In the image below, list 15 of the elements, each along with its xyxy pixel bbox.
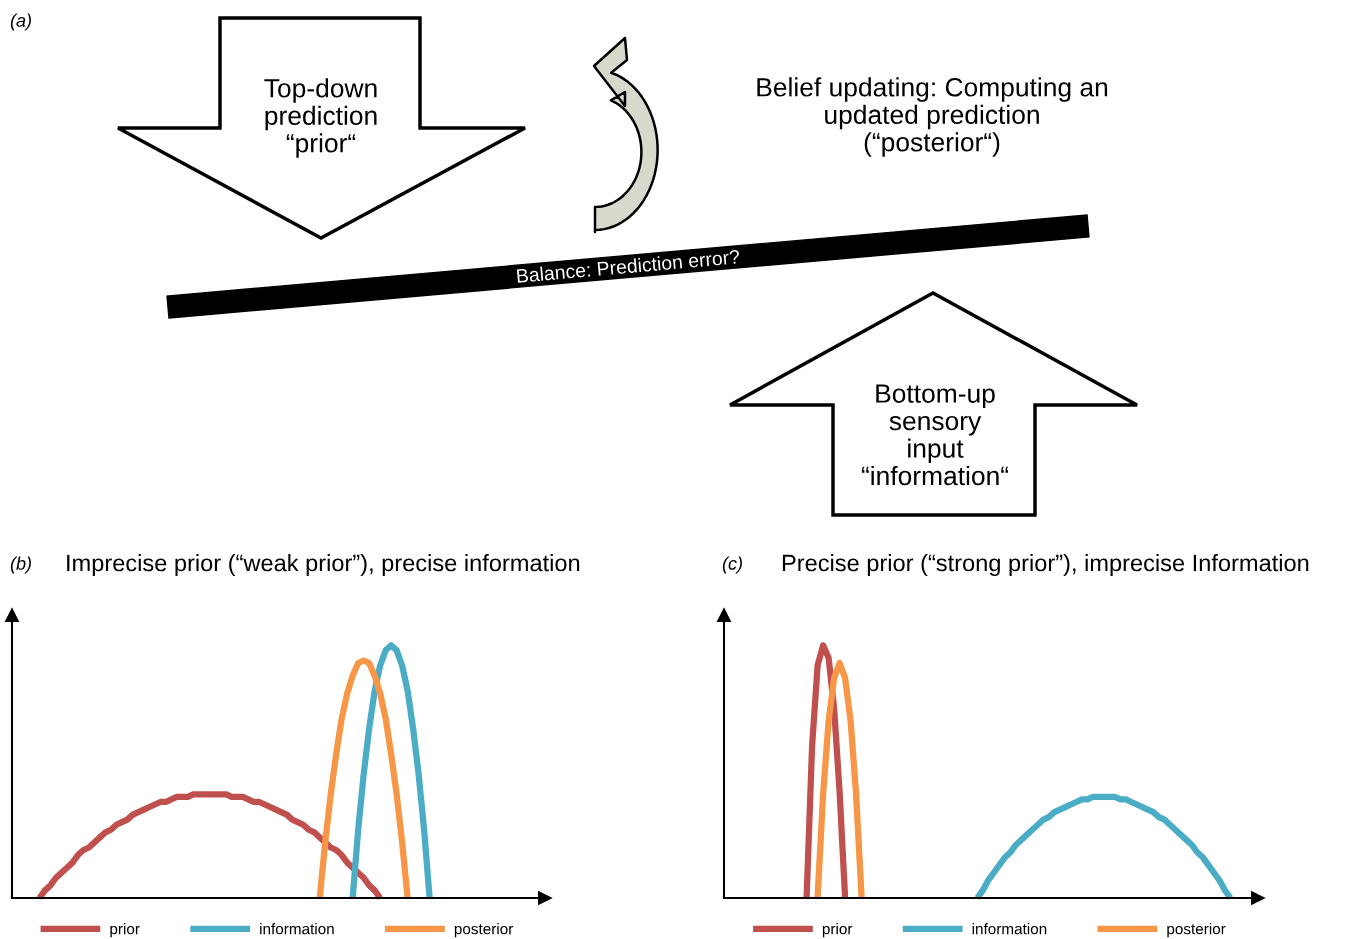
legend-label: prior [822, 923, 853, 938]
text: Balance: Prediction error? [516, 249, 740, 283]
chart-title: Imprecise prior (“weak prior”), precise information [67, 553, 580, 577]
text: Bottom-up sensory input “information“ [861, 384, 1009, 486]
legend-label: posterior [1167, 923, 1226, 938]
text: (b) [10, 556, 31, 574]
legend-label: prior [110, 923, 140, 938]
text: Top-down prediction “prior“ [264, 78, 377, 158]
text: (a) [10, 13, 31, 31]
legend-label: posterior [454, 923, 514, 938]
text: Belief updating: Computing an updated prediction (“posterior“) [757, 77, 1108, 157]
legend-label: information [260, 923, 334, 935]
chart-title: Precise prior (“strong prior”), imprecise Information [782, 553, 1309, 577]
text: (c) [722, 556, 742, 574]
legend-label: information [972, 923, 1047, 935]
